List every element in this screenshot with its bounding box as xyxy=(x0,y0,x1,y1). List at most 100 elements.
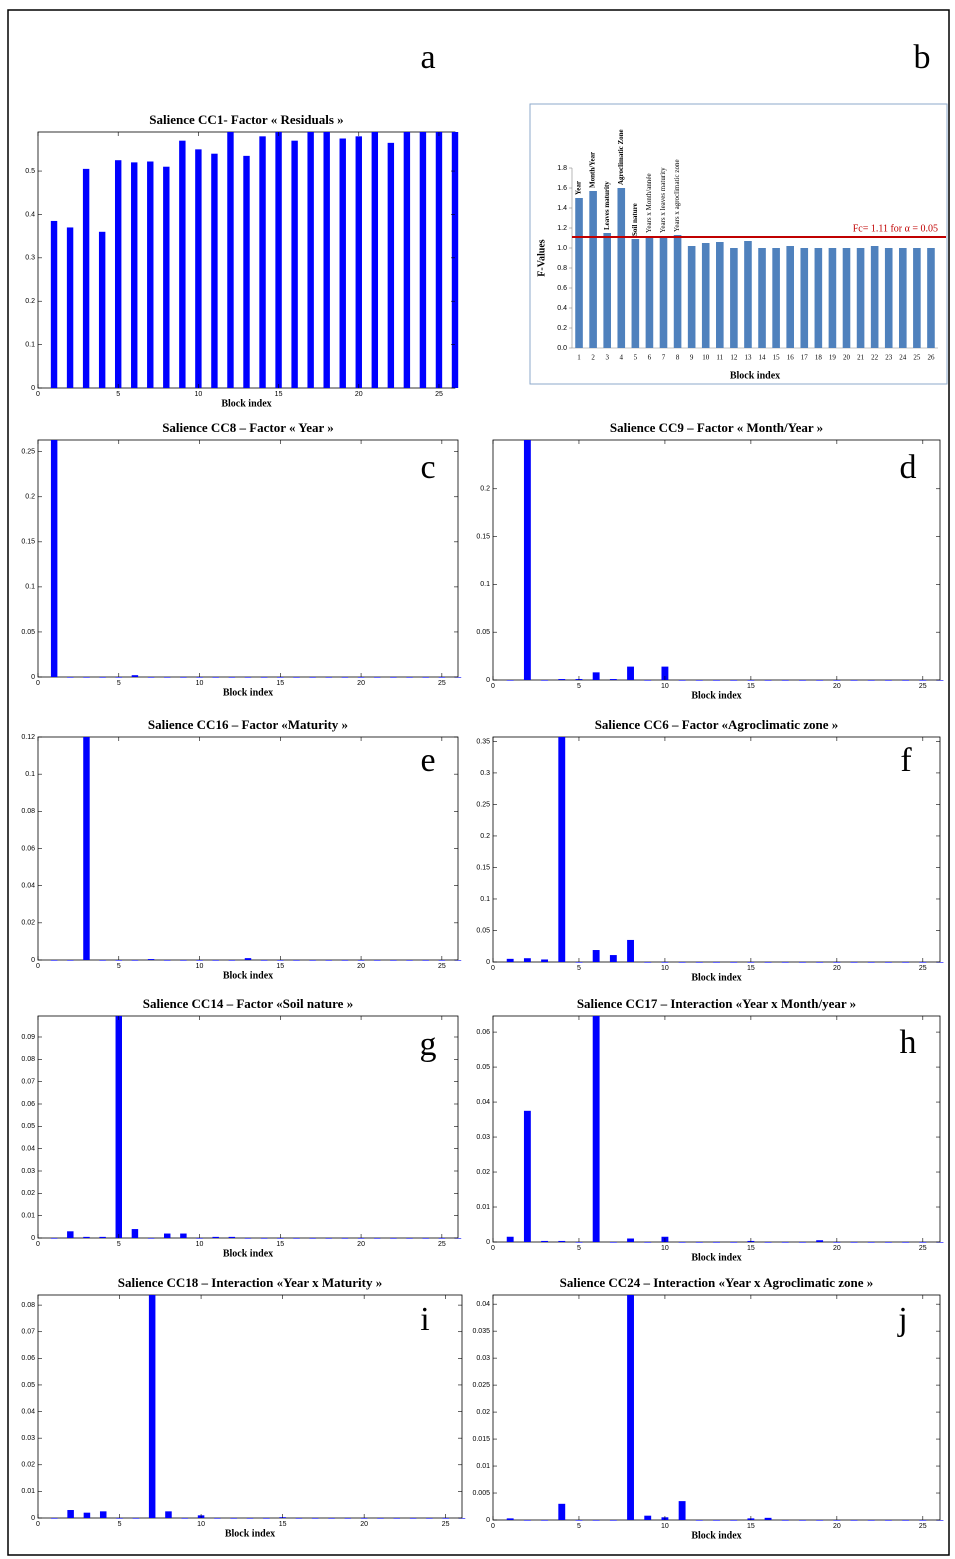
bar xyxy=(575,962,583,963)
bar xyxy=(325,677,332,678)
bar xyxy=(116,1518,123,1519)
bar xyxy=(730,680,738,681)
panel-label: i xyxy=(420,1301,429,1338)
bar xyxy=(147,677,155,678)
bar xyxy=(214,1518,221,1519)
bar xyxy=(627,1238,634,1242)
bar xyxy=(454,1238,462,1239)
bar xyxy=(627,1295,634,1520)
panel-label: d xyxy=(900,449,917,486)
panel-label: f xyxy=(900,742,912,779)
x-tick-label: 17 xyxy=(801,354,809,362)
bar xyxy=(764,962,772,963)
bar xyxy=(592,950,600,962)
chart-title: Salience CC9 – Factor « Month/Year » xyxy=(610,420,823,435)
bar xyxy=(506,680,514,681)
bar xyxy=(730,962,738,963)
y-tick-label: 0.04 xyxy=(21,883,35,890)
bar xyxy=(678,680,686,681)
bar xyxy=(50,440,58,677)
y-tick-label: 0.15 xyxy=(21,539,35,546)
x-tick-label: 19 xyxy=(829,354,837,362)
bar-label: Years x Month/année xyxy=(645,173,653,233)
bar xyxy=(115,677,122,678)
bar xyxy=(687,246,696,348)
bar xyxy=(422,960,429,961)
chart-title: Salience CC6 – Factor «Agroclimatic zone… xyxy=(595,717,839,732)
y-tick-label: 0.01 xyxy=(476,1463,490,1470)
bar xyxy=(850,1520,858,1521)
x-tick-label: 20 xyxy=(833,1245,841,1252)
chart-title: Salience CC14 – Factor «Soil nature » xyxy=(143,996,353,1011)
bar xyxy=(295,1518,303,1519)
y-tick-label: 0.07 xyxy=(21,1079,35,1086)
bar xyxy=(435,132,443,388)
bar xyxy=(816,1240,824,1242)
x-tick-label: 5 xyxy=(577,1523,581,1530)
plot-frame xyxy=(492,1015,941,1243)
bar xyxy=(260,677,268,678)
bar xyxy=(374,677,381,678)
x-tick-label: 10 xyxy=(196,963,204,970)
bar xyxy=(867,1242,875,1243)
bar xyxy=(644,1515,652,1520)
x-tick-label: 25 xyxy=(438,963,446,970)
bar xyxy=(678,1501,686,1520)
x-tick-label: 0 xyxy=(36,963,40,970)
bar xyxy=(180,1233,187,1238)
bar xyxy=(246,1518,254,1519)
bar xyxy=(131,162,138,388)
y-tick-label: 0 xyxy=(486,1239,490,1246)
bar xyxy=(856,248,865,348)
bar xyxy=(357,677,365,678)
bar xyxy=(307,132,314,388)
x-axis-label: Block index xyxy=(730,370,780,381)
bar xyxy=(850,962,858,963)
bar xyxy=(627,666,634,680)
y-tick-label: 0 xyxy=(31,1235,35,1242)
bar xyxy=(99,1236,106,1238)
x-tick-label: 15 xyxy=(279,1521,287,1528)
y-tick-label: 0 xyxy=(486,1517,490,1524)
bar xyxy=(541,1520,549,1521)
x-axis-label: Block index xyxy=(221,398,271,409)
bar xyxy=(99,960,106,961)
bar xyxy=(164,960,171,961)
bar xyxy=(902,1520,910,1521)
bar xyxy=(661,962,669,963)
y-tick-label: 0.2 xyxy=(480,486,490,493)
y-tick-label: 0.12 xyxy=(21,734,35,741)
bar xyxy=(228,1236,236,1238)
bar xyxy=(936,1242,944,1243)
bar xyxy=(800,248,809,348)
bar xyxy=(867,1520,875,1521)
chart-title: Salience CC16 – Factor «Maturity » xyxy=(148,717,348,732)
bar xyxy=(341,960,349,961)
y-tick-label: 0.015 xyxy=(472,1436,490,1443)
bar xyxy=(627,939,634,962)
x-tick-label: 25 xyxy=(438,1241,446,1248)
bar xyxy=(422,677,429,678)
bar xyxy=(438,677,446,678)
bar xyxy=(884,680,892,681)
x-tick-label: 11 xyxy=(716,354,723,362)
x-tick-label: 16 xyxy=(787,354,795,362)
bar xyxy=(99,1511,107,1518)
bar xyxy=(131,960,139,961)
y-tick-label: 0.25 xyxy=(21,449,35,456)
bar xyxy=(592,1520,600,1521)
bar xyxy=(558,679,566,680)
y-tick-label: 0.01 xyxy=(476,1204,490,1211)
x-tick-label: 5 xyxy=(577,1245,581,1252)
bar xyxy=(195,149,202,388)
bar xyxy=(277,677,284,678)
y-tick-label: 0.02 xyxy=(476,1409,490,1416)
bar xyxy=(228,960,236,961)
x-tick-label: 5 xyxy=(577,683,581,690)
bar xyxy=(816,1520,824,1521)
bar xyxy=(701,243,710,348)
bar xyxy=(196,960,203,961)
bar xyxy=(747,680,755,681)
bar xyxy=(713,680,720,681)
